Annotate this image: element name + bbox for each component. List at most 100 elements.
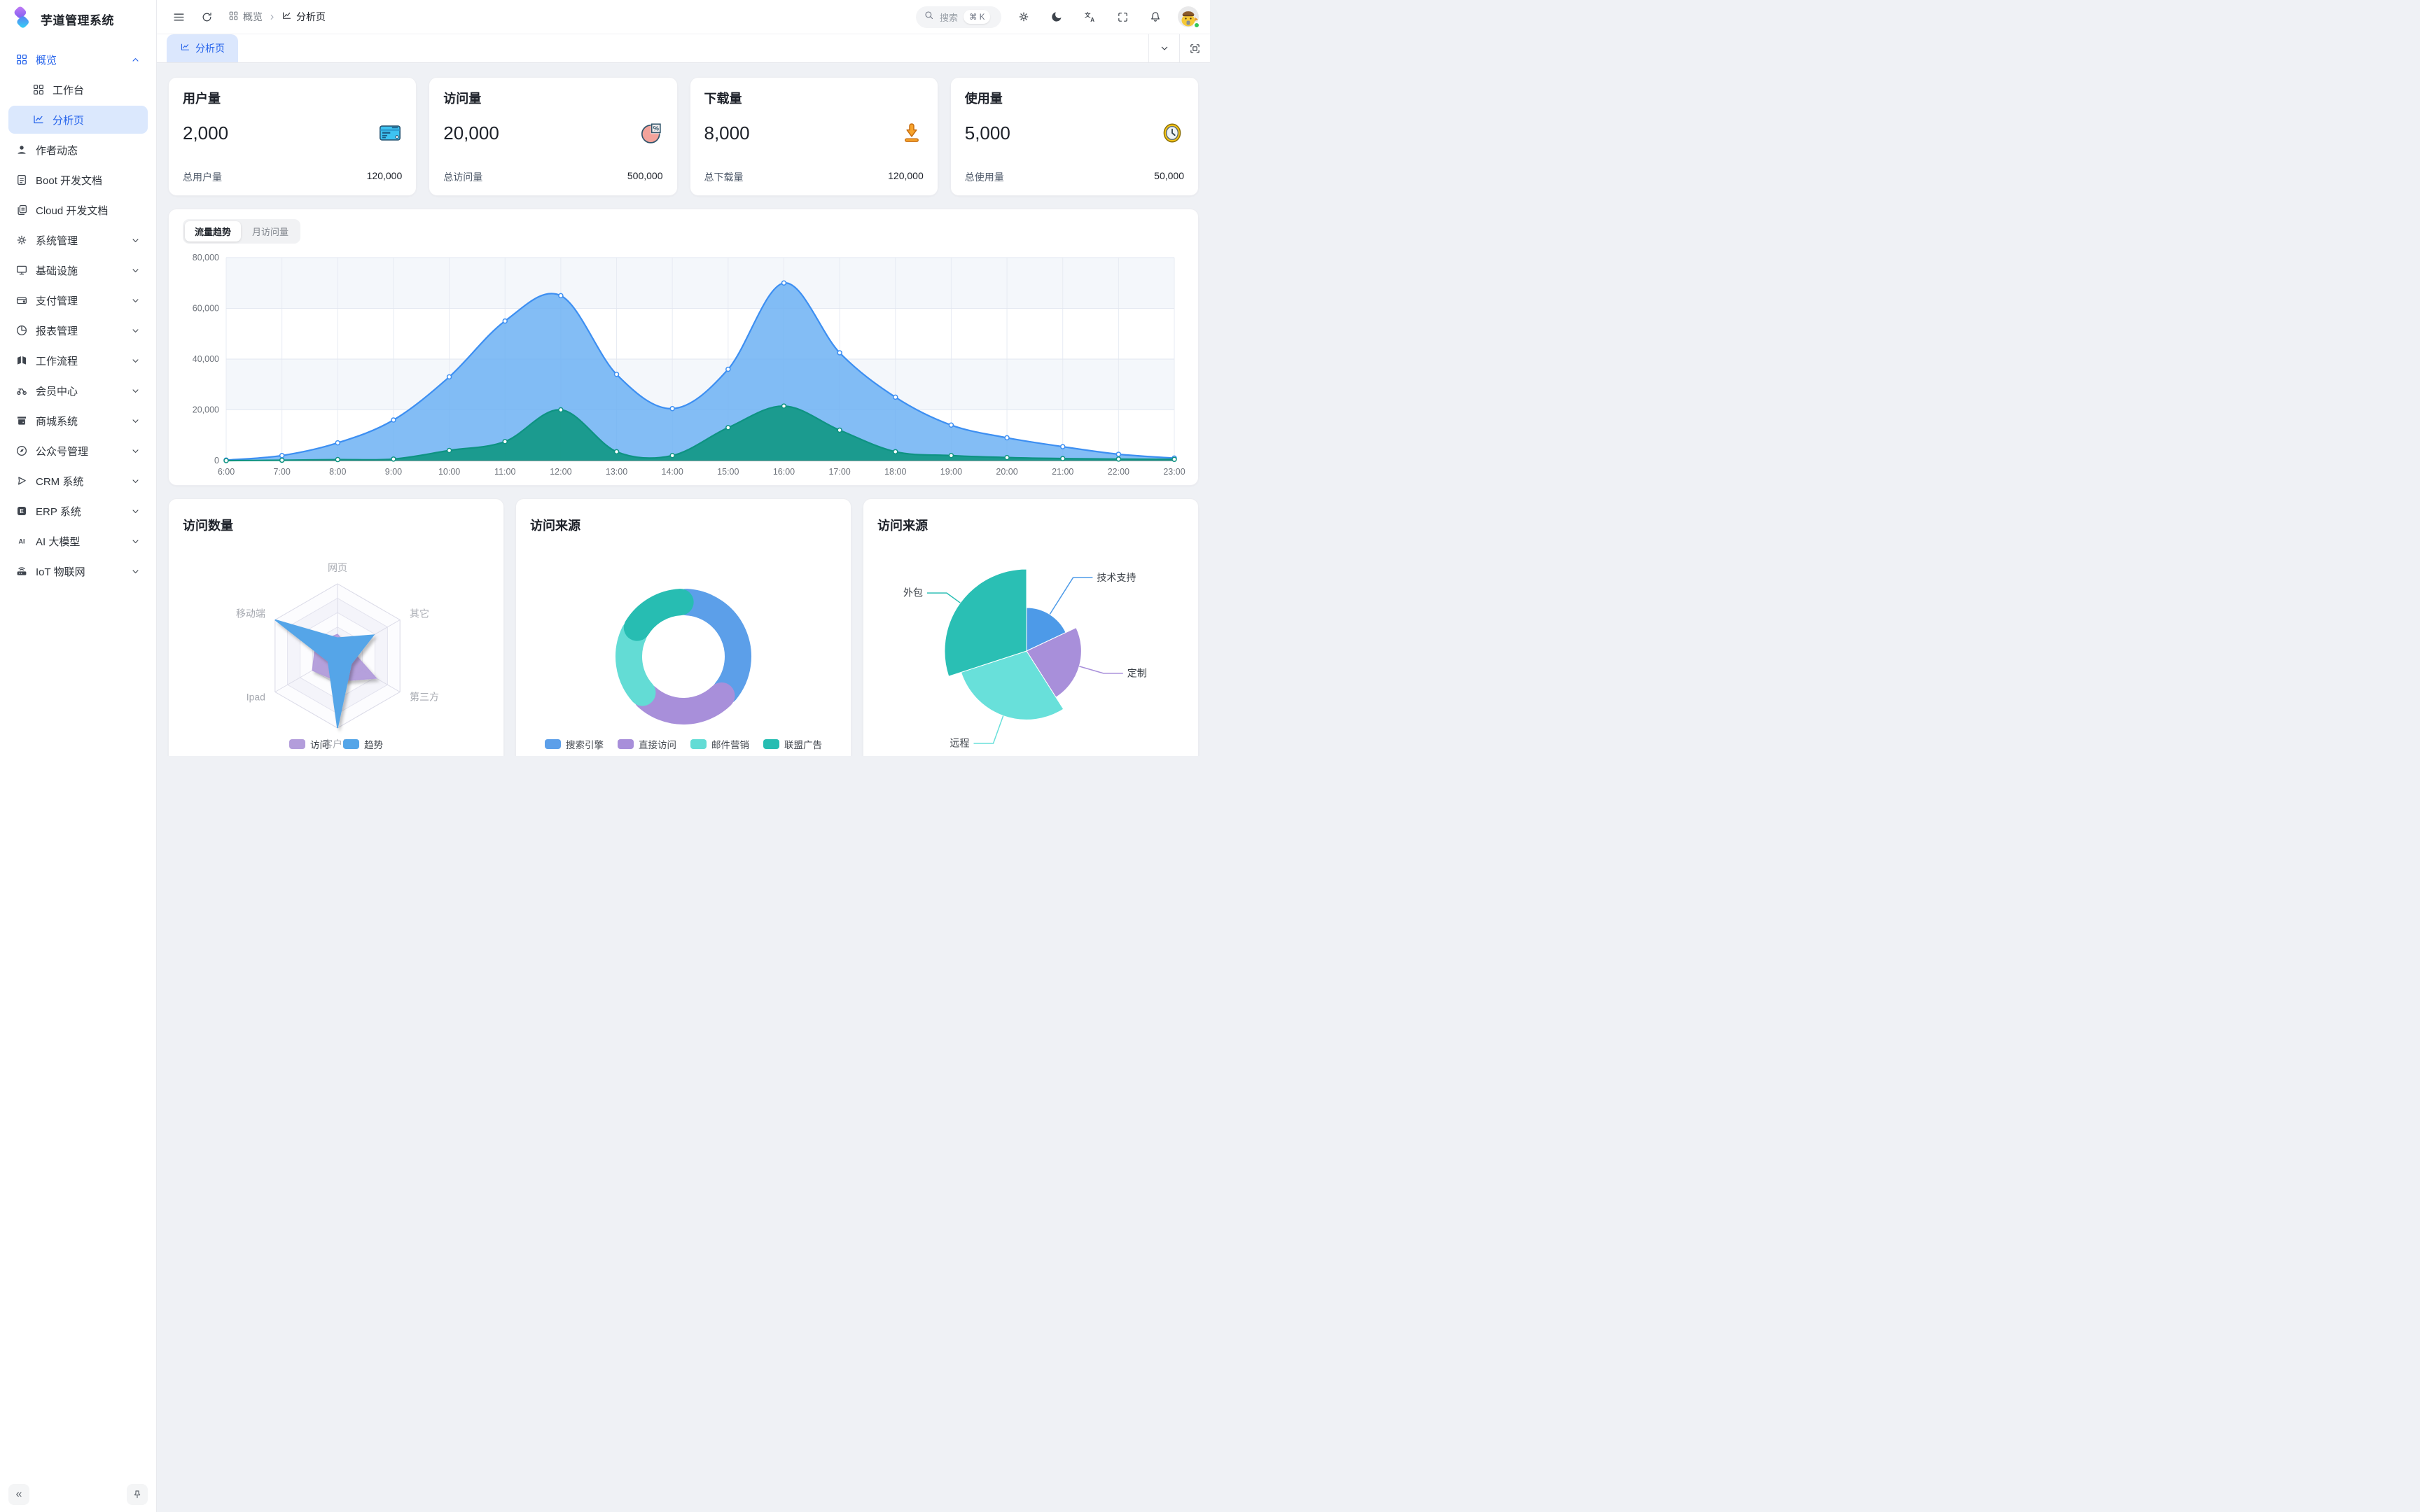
stat-title: 下载量 [704, 92, 742, 106]
tab-bar: 分析页 [157, 34, 1210, 63]
chevron-down-icon [130, 536, 141, 547]
stat-card-2: 下载量 8,000 总下载量 120,000 [689, 77, 938, 196]
legend-item-访问[interactable]: 访问 [289, 737, 329, 751]
bottom-cards-row: 访问数量 网页 其它 第三方 客户端 Ipad 移动端 访问 趋势 访问来源 搜索引擎 直接访… [168, 498, 1199, 756]
legend-item-联盟广告[interactable]: 联盟广告 [763, 737, 822, 751]
sidebar-item-5[interactable]: Cloud 开发文档 [8, 196, 148, 224]
svg-text:移动端: 移动端 [236, 608, 265, 620]
chevron-down-icon [130, 235, 141, 246]
monitor-icon [15, 264, 28, 276]
svg-text:21:00: 21:00 [1052, 467, 1073, 477]
sidebar-item-8[interactable]: 支付管理 [8, 286, 148, 314]
settings-gear-icon[interactable] [1013, 6, 1034, 27]
svg-text:AI: AI [19, 538, 25, 545]
sidebar-item-11[interactable]: 会员中心 [8, 377, 148, 405]
chevron-up-icon [130, 55, 141, 65]
sidebar-item-9[interactable]: 报表管理 [8, 316, 148, 344]
sidebar-item-16[interactable]: AI AI 大模型 [8, 527, 148, 555]
sidebar-item-7[interactable]: 基础设施 [8, 256, 148, 284]
chevron-down-icon [130, 326, 141, 336]
card-title: 访问来源 [530, 519, 580, 533]
online-status-dot [1193, 22, 1200, 29]
svg-text:20:00: 20:00 [996, 467, 1017, 477]
fullscreen-icon[interactable] [1112, 6, 1133, 27]
sidebar-footer: « [0, 1477, 156, 1512]
ai-icon: AI [15, 535, 28, 547]
tab-analysis[interactable]: 分析页 [167, 34, 238, 62]
sidebar-item-1[interactable]: 工作台 [8, 76, 148, 104]
stat-footer-value: 50,000 [1154, 170, 1184, 181]
dark-mode-moon-icon[interactable] [1046, 6, 1067, 27]
svg-text:19:00: 19:00 [940, 467, 962, 477]
svg-text:17:00: 17:00 [828, 467, 850, 477]
sidebar-item-14[interactable]: CRM 系统 [8, 467, 148, 495]
chevron-down-icon [130, 566, 141, 577]
notification-bell-icon[interactable] [1145, 6, 1166, 27]
tabs-dropdown-chevron-icon[interactable] [1148, 34, 1179, 62]
svg-text:13:00: 13:00 [606, 467, 627, 477]
breadcrumb-overview[interactable]: 概览 [228, 10, 263, 24]
hamburger-menu-icon[interactable] [168, 6, 189, 27]
svg-text:A: A [1090, 17, 1094, 23]
grid-icon [15, 53, 28, 66]
chevron-down-icon [130, 476, 141, 486]
svg-text:80,000: 80,000 [193, 253, 219, 262]
trend-option-0[interactable]: 流量趋势 [185, 221, 242, 241]
refresh-icon[interactable] [196, 6, 217, 27]
pie-icon [15, 324, 28, 337]
flow-icon [15, 354, 28, 367]
breadcrumb-analysis[interactable]: 分析页 [281, 10, 326, 24]
chevron-down-icon [130, 506, 141, 517]
crm-icon [15, 475, 28, 487]
stat-card-3: 使用量 5,000 总使用量 50,000 [950, 77, 1199, 196]
tab-chart-icon [180, 42, 190, 55]
radar-legend: 访问 趋势 [169, 737, 503, 751]
user-avatar[interactable] [1178, 6, 1200, 29]
stat-value: 20,000 [443, 122, 499, 144]
legend-item-搜索引擎[interactable]: 搜索引擎 [545, 737, 604, 751]
svg-text:22:00: 22:00 [1108, 467, 1129, 477]
download-icon [900, 121, 924, 145]
trend-option-1[interactable]: 月访问量 [252, 227, 289, 237]
svg-text:16:00: 16:00 [773, 467, 795, 477]
content-fullscreen-icon[interactable] [1179, 34, 1210, 62]
sidebar-item-17[interactable]: IoT 物联网 [8, 557, 148, 585]
legend-item-趋势[interactable]: 趋势 [343, 737, 383, 751]
visit-source-donut-chart [616, 589, 751, 724]
sidebar-item-3[interactable]: 作者动态 [8, 136, 148, 164]
sidebar-item-12[interactable]: 商城系统 [8, 407, 148, 435]
svg-text:14:00: 14:00 [662, 467, 683, 477]
sidebar-item-0[interactable]: 概览 [8, 46, 148, 74]
svg-text:外包: 外包 [903, 587, 923, 598]
stat-footer-label: 总访问量 [443, 172, 483, 183]
sidebar-item-13[interactable]: 公众号管理 [8, 437, 148, 465]
sidebar-item-2[interactable]: 分析页 [8, 106, 148, 134]
overview-grid-icon [228, 10, 239, 23]
svg-text:%: % [653, 125, 658, 132]
card-title: 访问数量 [183, 519, 233, 533]
sidebar-item-10[interactable]: 工作流程 [8, 346, 148, 374]
legend-item-邮件营销[interactable]: 邮件营销 [690, 737, 749, 751]
member-icon [15, 384, 28, 397]
app-logo[interactable]: 芋道管理系统 [0, 0, 156, 38]
traffic-area-chart: 0 20,000 40,000 60,000 80,000 6:00 7:00 8:00 9:0… [193, 253, 1185, 477]
svg-text:第三方: 第三方 [410, 692, 439, 703]
sidebar-item-4[interactable]: Boot 开发文档 [8, 166, 148, 194]
sidebar-menu: 概览 工作台 分析页 作者动态 Boot 开发文档 Cloud 开发文档 系统管理 基础设施支… [0, 38, 156, 1477]
svg-text:11:00: 11:00 [494, 467, 515, 477]
sidebar-collapse-button[interactable]: « [8, 1484, 29, 1505]
svg-text:定制: 定制 [1127, 667, 1147, 678]
sidebar-item-15[interactable]: E ERP 系统 [8, 497, 148, 525]
stat-footer-label: 总下载量 [704, 172, 744, 183]
sidebar-item-6[interactable]: 系统管理 [8, 226, 148, 254]
legend-item-直接访问[interactable]: 直接访问 [618, 737, 676, 751]
chevron-down-icon [130, 446, 141, 456]
bankcard-icon [378, 121, 402, 145]
svg-text:9:00: 9:00 [385, 467, 402, 477]
stat-footer-value: 120,000 [888, 170, 924, 181]
sidebar-pin-button[interactable] [127, 1484, 148, 1505]
search-input[interactable]: 搜索 ⌘ K [916, 6, 1001, 28]
